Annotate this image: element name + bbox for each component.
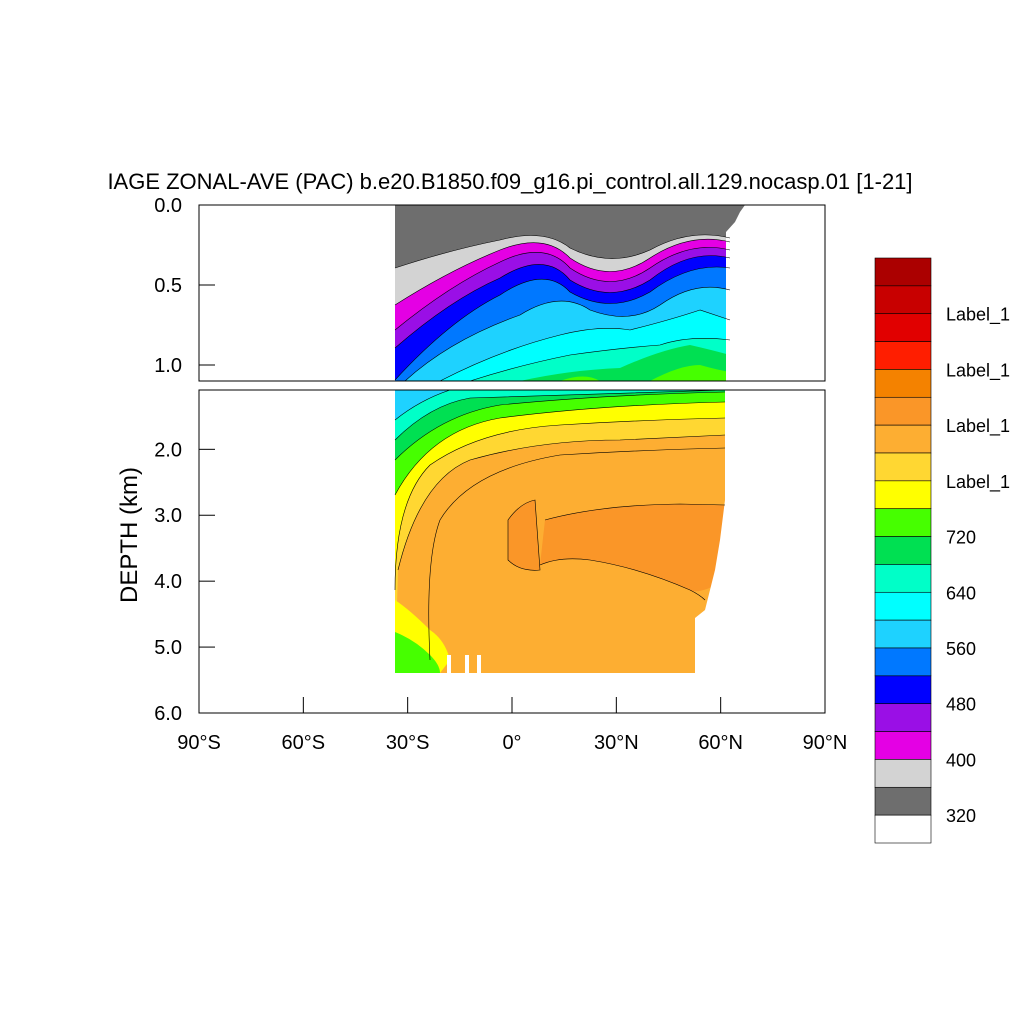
colorbar-swatch	[874, 759, 932, 788]
colorbar-swatch	[874, 703, 932, 732]
x-tick-label: 30°N	[594, 732, 639, 754]
colorbar-label: 320	[946, 806, 976, 826]
y-tick-label-bottom: 6.0	[154, 703, 182, 725]
colorbar-swatch	[874, 786, 932, 816]
colorbar-swatch	[874, 647, 932, 677]
bot-right-mask	[199, 390, 825, 713]
colorbar-swatch	[874, 424, 932, 454]
x-tick-label: 30°S	[386, 732, 430, 754]
colorbar-swatch	[874, 257, 932, 287]
bottom-panel	[199, 390, 825, 713]
x-tick-label: 0°	[502, 732, 521, 754]
colorbar-label: Label_1	[946, 416, 1010, 437]
colorbar-label: 560	[946, 639, 976, 659]
x-tick-label: 90°S	[177, 732, 221, 754]
colorbar-swatch	[874, 341, 932, 370]
y-tick-label-bottom: 3.0	[154, 505, 182, 527]
colorbar-swatch	[874, 480, 932, 510]
colorbar-label: Label_1	[946, 305, 1010, 326]
colorbar-label: 720	[946, 528, 976, 548]
top-panel-frame	[198, 204, 826, 382]
colorbar-swatch	[874, 536, 932, 565]
colorbar-label: 400	[946, 750, 976, 770]
colorbar-swatch	[874, 452, 932, 482]
colorbar-swatch	[874, 564, 932, 593]
colorbar-swatch	[874, 508, 932, 537]
y-tick-label-top: 0.5	[154, 275, 182, 297]
bot-band-orange-light-inner	[428, 448, 725, 673]
x-tick-label: 90°N	[803, 732, 848, 754]
chart-title: IAGE ZONAL-AVE (PAC) b.e20.B1850.f09_g16…	[107, 169, 912, 194]
top-panel	[199, 205, 825, 381]
colorbar-swatch	[874, 396, 932, 426]
y-axis-label: DEPTH (km)	[116, 467, 143, 603]
y-tick-label-top: 1.0	[154, 355, 182, 377]
x-tick-label: 60°S	[282, 732, 326, 754]
colorbar-swatch	[874, 591, 932, 621]
colorbar-swatch	[874, 313, 932, 342]
bot-core-orange	[540, 504, 725, 592]
colorbar-swatch	[874, 731, 932, 760]
bot-core-orange-left	[508, 500, 540, 571]
top-right-mask	[726, 205, 825, 381]
y-tick-label-top: 0.0	[154, 195, 182, 217]
axes: 90°S 60°S 30°S 0° 30°N 60°N 90°N 0.0 0.5 1.0 2.0 3.…	[154, 195, 847, 754]
colorbar-swatch	[874, 285, 932, 315]
colorbar-label: 640	[946, 583, 976, 603]
colorbar-swatch	[874, 675, 932, 705]
colorbar-swatch	[874, 619, 932, 649]
y-tick-label-bottom: 2.0	[154, 439, 182, 461]
bot-band-lime-sw	[395, 632, 440, 673]
colorbar-label: 480	[946, 695, 976, 715]
colorbar-swatch	[874, 369, 932, 398]
x-tick-label: 60°N	[698, 732, 743, 754]
colorbar: Label_1 Label_1 Label_1 Label_1 720 640 560 480…	[874, 257, 1010, 844]
top-band-lime	[560, 365, 730, 381]
colorbar-label: Label_1	[946, 360, 1010, 381]
colorbar-label: Label_1	[946, 472, 1010, 493]
colorbar-swatch	[874, 814, 932, 844]
y-tick-label-bottom: 4.0	[154, 571, 182, 593]
y-tick-label-bottom: 5.0	[154, 637, 182, 659]
